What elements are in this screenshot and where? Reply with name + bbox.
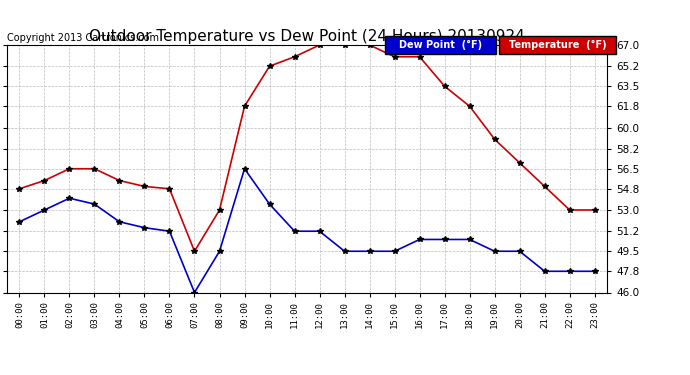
FancyBboxPatch shape — [385, 36, 496, 54]
Text: Temperature  (°F): Temperature (°F) — [509, 40, 607, 50]
Title: Outdoor Temperature vs Dew Point (24 Hours) 20130924: Outdoor Temperature vs Dew Point (24 Hou… — [89, 29, 525, 44]
Text: Dew Point  (°F): Dew Point (°F) — [399, 40, 482, 50]
FancyBboxPatch shape — [499, 36, 616, 54]
Text: Copyright 2013 Cartronics.com: Copyright 2013 Cartronics.com — [7, 33, 159, 42]
